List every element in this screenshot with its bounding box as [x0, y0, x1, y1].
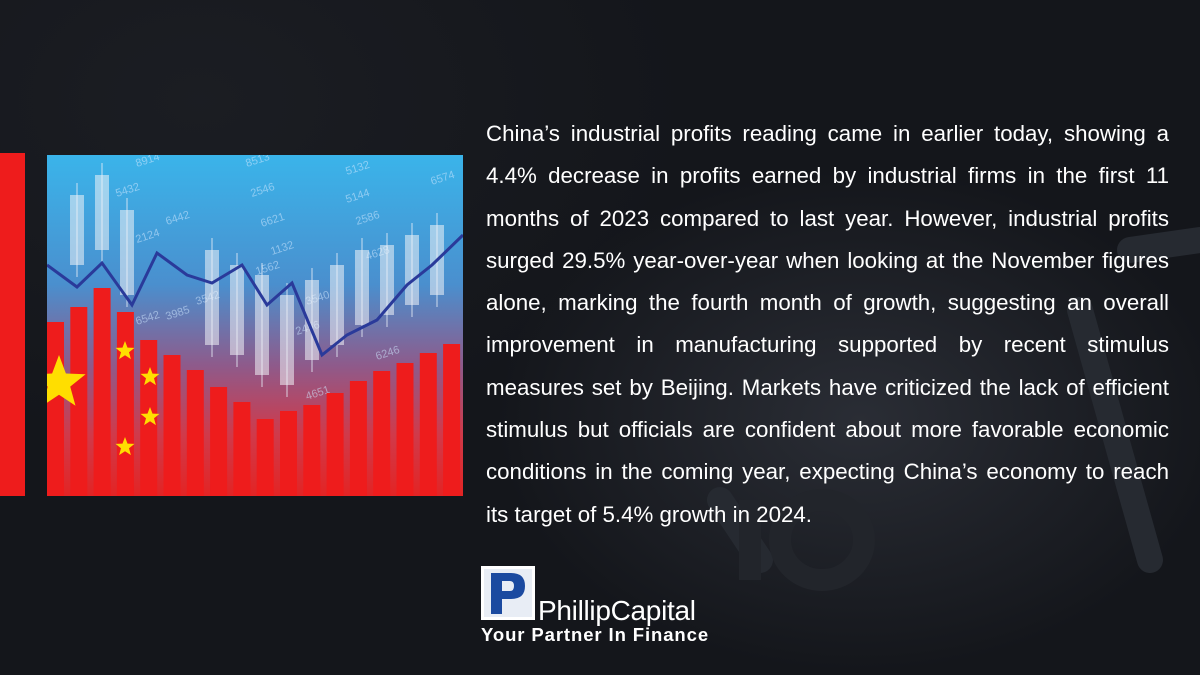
candle-body — [355, 250, 369, 325]
flag-bar — [47, 322, 64, 496]
candle-body — [380, 245, 394, 315]
flag-bar — [210, 387, 228, 496]
hero-image: 8914 8513 5132 6574 5432 2546 5144 6442 6621 2586… — [47, 155, 463, 496]
flag-star — [115, 437, 135, 456]
flag-bar — [419, 353, 437, 496]
candle-body — [405, 235, 419, 305]
flag-bar — [93, 288, 111, 496]
flag-bar — [70, 307, 88, 496]
phillipcapital-logo: PhillipCapital Your Partner In Finance — [481, 566, 731, 650]
candle-body — [230, 265, 244, 355]
flag-bar — [373, 371, 391, 496]
candle-body — [70, 195, 84, 265]
flag-bar — [349, 381, 367, 496]
flag-star — [140, 367, 160, 386]
flag-bar — [396, 363, 414, 496]
flag-bar — [233, 402, 251, 496]
brand-tagline: Your Partner In Finance — [481, 624, 710, 645]
flag-bar — [303, 405, 321, 496]
brand-name: PhillipCapital — [538, 595, 696, 626]
article-body: China’s industrial profits reading came … — [486, 121, 1169, 527]
flag-bar — [116, 312, 134, 496]
accent-bar — [0, 153, 25, 496]
candle-body — [205, 250, 219, 345]
flag-star — [140, 407, 160, 426]
candle-body — [120, 210, 134, 295]
candle-body — [95, 175, 109, 250]
flag-star — [47, 355, 86, 406]
flag-bar — [256, 419, 274, 496]
flag-bar — [280, 411, 297, 496]
flag-bar — [326, 393, 344, 496]
candle-body — [330, 265, 344, 345]
flag-bar — [163, 355, 181, 496]
flag-star — [115, 341, 135, 360]
logo-p-icon — [481, 566, 535, 620]
flag-bar — [443, 344, 461, 496]
candle-body — [280, 295, 294, 385]
flag-bar — [186, 370, 204, 496]
